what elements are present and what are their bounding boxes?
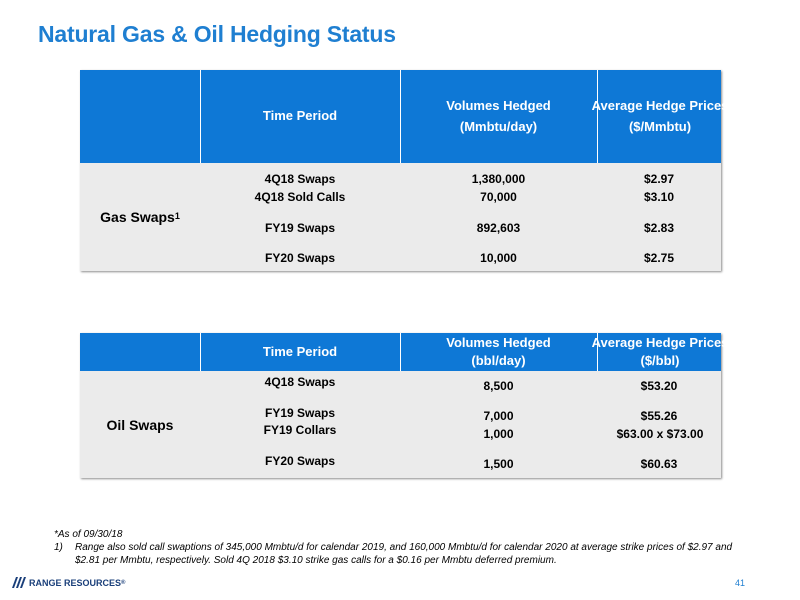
gas-price-fy20-swaps: $2.75: [643, 251, 675, 265]
gas-period-fy19-swaps: FY19 Swaps: [264, 221, 336, 235]
gas-footnote-marker: 1: [174, 211, 180, 221]
gas-period-4q18-sold-calls: 4Q18 Sold Calls: [254, 190, 346, 204]
oil-header-time-period-label: Time Period: [262, 343, 338, 359]
gas-row-label-text: Gas Swaps: [100, 209, 175, 225]
gas-column-divider: [400, 70, 401, 163]
gas-volume-4q18-sold-calls: 70,000: [480, 190, 517, 204]
oil-column-divider: [400, 333, 401, 371]
gas-period-fy20-swaps: FY20 Swaps: [264, 251, 336, 265]
oil-hedge-table: Time Period Volumes Hedged (bbl/day) Ave…: [80, 333, 728, 478]
gas-header-volumes-line2: (Mmbtu/day): [459, 118, 538, 134]
gas-table-body: Gas Swaps 1 4Q18 Swaps 1,380,000 $2.97 4Q…: [80, 163, 721, 271]
company-logo: RANGE RESOURCES ®: [12, 577, 125, 588]
gas-volume-fy19-swaps: 892,603: [476, 221, 521, 235]
gas-header-prices-line1: Average Hedge Prices: [591, 98, 729, 114]
oil-price-fy20-swaps: $60.63: [640, 457, 678, 471]
oil-period-fy19-swaps: FY19 Swaps: [264, 406, 336, 420]
oil-price-4q18-swaps: $53.20: [640, 379, 678, 393]
oil-period-fy19-collars: FY19 Collars: [263, 423, 337, 437]
oil-price-fy19-swaps: $55.26: [640, 409, 678, 423]
gas-header-prices: Average Hedge Prices ($/Mmbtu): [575, 70, 745, 163]
page-title: Natural Gas & Oil Hedging Status: [38, 21, 396, 47]
footnotes: *As of 09/30/18 1) Range also sold call …: [54, 528, 754, 567]
gas-volume-fy20-swaps: 10,000: [480, 251, 517, 265]
gas-period-4q18-swaps: 4Q18 Swaps: [264, 172, 336, 186]
oil-row-label: Oil Swaps: [80, 371, 200, 478]
page-number: 41: [735, 578, 746, 588]
gas-price-4q18-swaps: $2.97: [643, 172, 675, 186]
footnote-1-text: Range also sold call swaptions of 345,00…: [75, 542, 733, 566]
oil-header-prices-line2: ($/bbl): [640, 353, 680, 368]
footnote-1: 1) Range also sold call swaptions of 345…: [54, 541, 754, 567]
gas-header-volumes: Volumes Hedged (Mmbtu/day): [400, 70, 597, 163]
oil-price-fy19-collars: $63.00 x $73.00: [616, 427, 704, 441]
oil-volume-4q18-swaps: 8,500: [483, 379, 514, 393]
gas-header-time-period-label: Time Period: [262, 108, 338, 124]
oil-header-time-period: Time Period: [200, 333, 400, 371]
as-of-note: *As of 09/30/18: [54, 529, 123, 540]
oil-header-volumes-line1: Volumes Hedged: [446, 335, 551, 351]
oil-volume-fy19-collars: 1,000: [483, 427, 514, 441]
oil-header-prices-line1: Average Hedge Prices: [591, 335, 729, 351]
range-resources-logo-icon: [12, 577, 26, 588]
logo-text: RANGE RESOURCES: [29, 577, 122, 588]
gas-price-fy19-swaps: $2.83: [643, 221, 675, 235]
gas-header-prices-line2: ($/Mmbtu): [628, 118, 692, 134]
gas-price-4q18-sold-calls: $3.10: [643, 190, 675, 204]
oil-table-body: Oil Swaps 4Q18 Swaps 8,500 $53.20 FY19 S…: [80, 371, 721, 478]
gas-header-volumes-line1: Volumes Hedged: [446, 98, 551, 114]
oil-column-divider: [597, 333, 598, 371]
gas-hedge-table: Time Period Volumes Hedged (Mmbtu/day) A…: [80, 70, 728, 271]
footnote-1-number: 1): [54, 542, 63, 553]
oil-period-4q18-swaps: 4Q18 Swaps: [264, 375, 336, 389]
gas-header-time-period: Time Period: [200, 70, 400, 163]
oil-header-volumes: Volumes Hedged (bbl/day): [400, 333, 597, 371]
logo-registered-mark: ®: [121, 579, 126, 586]
oil-row-label-text: Oil Swaps: [106, 416, 174, 433]
oil-header-prices: Average Hedge Prices ($/bbl): [575, 333, 745, 371]
gas-row-label: Gas Swaps 1: [80, 163, 200, 271]
gas-volume-4q18-swaps: 1,380,000: [471, 172, 526, 186]
oil-period-fy20-swaps: FY20 Swaps: [264, 454, 336, 468]
oil-volume-fy19-swaps: 7,000: [483, 409, 514, 423]
gas-column-divider: [597, 70, 598, 163]
oil-volume-fy20-swaps: 1,500: [483, 457, 514, 471]
oil-header-volumes-line2: (bbl/day): [471, 353, 526, 368]
